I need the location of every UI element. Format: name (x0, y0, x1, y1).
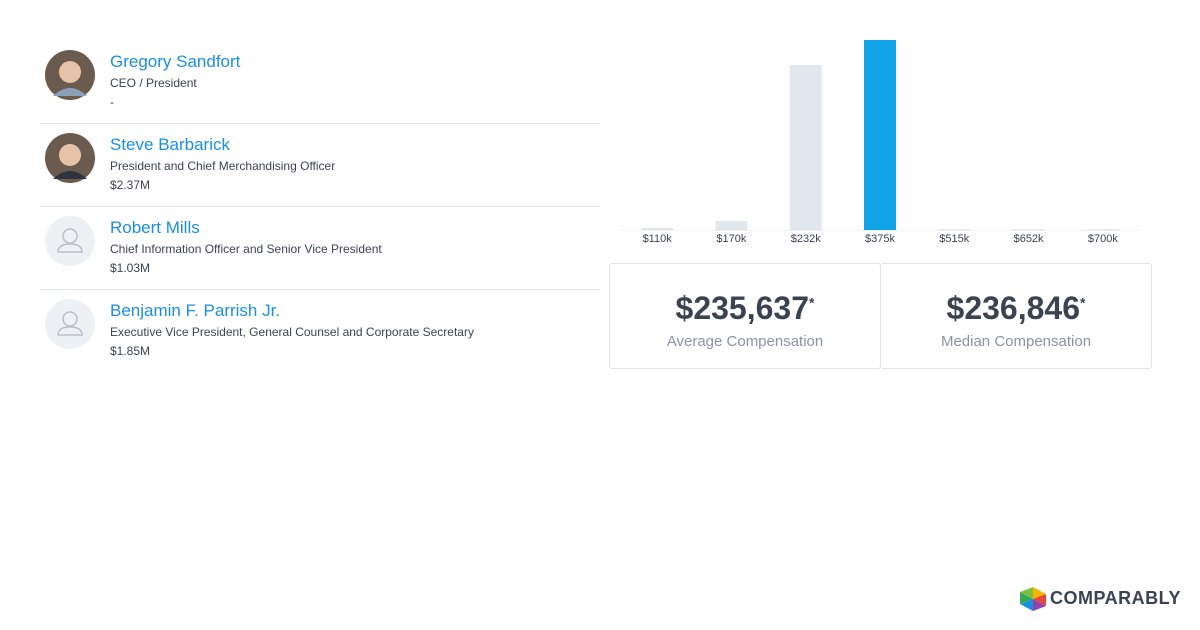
avatar (45, 50, 95, 100)
person-title: Executive Vice President, General Counse… (110, 325, 474, 339)
person-name[interactable]: Steve Barbarick (110, 135, 230, 154)
face (59, 61, 81, 83)
stat-number: $235,637 (675, 290, 809, 326)
stat-card: $235,637* Average Compensation (609, 263, 881, 369)
person-row: Benjamin F. Parrish Jr. Executive Vice Pr… (40, 289, 600, 372)
avatar (45, 299, 95, 349)
person-name[interactable]: Robert Mills (110, 218, 200, 237)
x-tick-label: $652k (1014, 233, 1044, 245)
person-title: Chief Information Officer and Senior Vic… (110, 242, 382, 256)
person-name[interactable]: Gregory Sandfort (110, 52, 241, 71)
icon-head (62, 228, 78, 244)
face (59, 144, 81, 166)
x-tick-label: $232k (791, 233, 821, 245)
person-compensation: $2.37M (110, 178, 151, 192)
person-title: CEO / President (110, 76, 197, 90)
person-title: President and Chief Merchandising Office… (110, 159, 336, 173)
bar (1086, 229, 1119, 230)
person-row: Gregory Sandfort CEO / President - (40, 40, 600, 124)
stat-label: Average Compensation (666, 333, 824, 350)
icon-head (62, 311, 78, 327)
person-compensation: - (110, 95, 114, 109)
asterisk: * (809, 294, 815, 311)
stat-label: Median Compensation (940, 333, 1092, 350)
stat-card: $236,846* Median Compensation (880, 263, 1152, 369)
bar (789, 65, 822, 230)
bar (715, 221, 748, 230)
bar (864, 40, 896, 230)
x-tick-label: $515k (939, 233, 969, 245)
person-row: Robert Mills Chief Information Officer an… (40, 206, 600, 290)
bar (1012, 229, 1045, 230)
avatar (45, 133, 95, 183)
shoulders (53, 88, 87, 96)
x-tick-label: $110k (643, 233, 673, 245)
stat-value: $235,637* (610, 290, 880, 327)
icon-body (57, 326, 83, 336)
logo-icon (1020, 587, 1046, 611)
logo-text[interactable]: COMPARABLY (1050, 588, 1182, 608)
person-compensation: $1.03M (110, 261, 151, 275)
avatar-bg (45, 216, 95, 266)
person-row: Steve Barbarick President and Chief Merch… (40, 123, 600, 207)
stat-number: $236,846 (946, 290, 1080, 326)
person-compensation: $1.85M (110, 344, 151, 358)
bar (938, 229, 971, 230)
icon-body (57, 243, 83, 253)
person-name[interactable]: Benjamin F. Parrish Jr. (110, 301, 281, 320)
x-tick-label: $375k (865, 233, 895, 245)
bar (641, 228, 674, 230)
stat-value: $236,846* (881, 290, 1151, 327)
avatar-bg (45, 299, 95, 349)
avatar (45, 216, 95, 266)
asterisk: * (1080, 294, 1086, 311)
shoulders (53, 171, 87, 179)
x-tick-label: $700k (1088, 233, 1118, 245)
chart: $110k $170k $232k $375k $515k $652k $700k (620, 40, 1140, 245)
x-tick-label: $170k (716, 233, 746, 245)
